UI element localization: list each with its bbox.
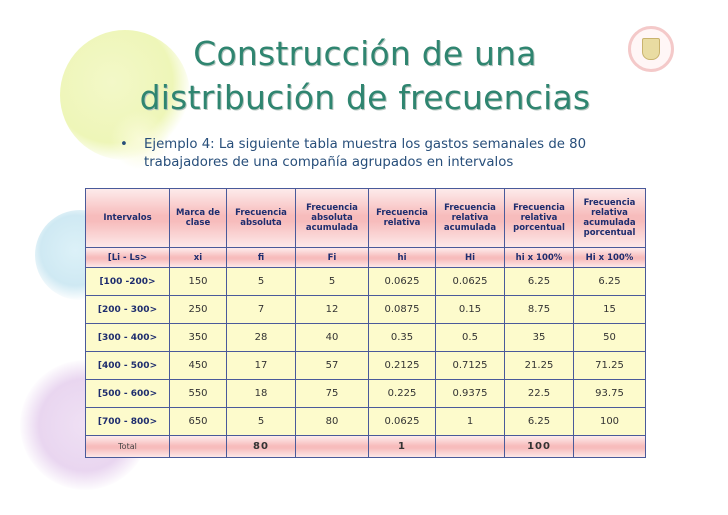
interval-cell: [700 - 800> [85, 407, 170, 436]
total-cell: 80 [226, 435, 296, 458]
header-cell: Frecuencia relativa [368, 188, 436, 248]
table-cell: 0.9375 [435, 379, 505, 408]
table-row: [100 -200> 150 5 5 0.0625 0.0625 6.25 6.… [85, 267, 646, 296]
table-cell: 0.0625 [435, 267, 505, 296]
total-label: Total [85, 435, 170, 458]
table-cell: 650 [169, 407, 227, 436]
interval-cell: [100 -200> [85, 267, 170, 296]
header-cell: Frecuencia relativa porcentual [504, 188, 574, 248]
table-cell: 0.225 [368, 379, 436, 408]
table-cell: 5 [295, 267, 369, 296]
symbol-cell: xi [169, 247, 227, 268]
table-cell: 6.25 [573, 267, 646, 296]
logo [628, 26, 674, 72]
table-cell: 40 [295, 323, 369, 352]
symbol-cell: hi [368, 247, 436, 268]
interval-cell: [300 - 400> [85, 323, 170, 352]
table-cell: 17 [226, 351, 296, 380]
table-cell: 1 [435, 407, 505, 436]
table-row: [400 - 500> 450 17 57 0.2125 0.7125 21.2… [85, 351, 646, 380]
symbol-cell: Hi [435, 247, 505, 268]
header-cell: Intervalos [85, 188, 170, 248]
header-cell: Frecuencia absoluta [226, 188, 296, 248]
symbol-cell: fi [226, 247, 296, 268]
table-cell: 35 [504, 323, 574, 352]
table-row: [300 - 400> 350 28 40 0.35 0.5 35 50 [85, 323, 646, 352]
table-row: [700 - 800> 650 5 80 0.0625 1 6.25 100 [85, 407, 646, 436]
table-cell: 550 [169, 379, 227, 408]
symbol-cell: Fi [295, 247, 369, 268]
table-cell: 0.0625 [368, 267, 436, 296]
header-row: Intervalos Marca de clase Frecuencia abs… [85, 188, 646, 248]
total-cell: 1 [368, 435, 436, 458]
frequency-table: Intervalos Marca de clase Frecuencia abs… [85, 188, 646, 458]
title-line-1: Construcción de una [193, 34, 537, 73]
header-cell: Frecuencia relativa acumulada porcentual [573, 188, 646, 248]
table-cell: 6.25 [504, 407, 574, 436]
table-cell: 21.25 [504, 351, 574, 380]
table-cell: 57 [295, 351, 369, 380]
table-cell: 250 [169, 295, 227, 324]
total-cell [295, 435, 369, 458]
total-cell [169, 435, 227, 458]
total-cell [435, 435, 505, 458]
bullet-marker: • [120, 137, 128, 152]
symbol-row: [Li - Ls> xi fi Fi hi Hi hi x 100% Hi x … [85, 247, 646, 268]
symbol-cell: [Li - Ls> [85, 247, 170, 268]
table-cell: 450 [169, 351, 227, 380]
table-cell: 18 [226, 379, 296, 408]
title-line-2: distribución de frecuencias [139, 78, 591, 117]
table-cell: 80 [295, 407, 369, 436]
total-cell: 100 [504, 435, 574, 458]
interval-cell: [500 - 600> [85, 379, 170, 408]
symbol-cell: Hi x 100% [573, 247, 646, 268]
table-cell: 50 [573, 323, 646, 352]
table-cell: 5 [226, 267, 296, 296]
table-cell: 100 [573, 407, 646, 436]
table-cell: 7 [226, 295, 296, 324]
table-cell: 350 [169, 323, 227, 352]
table-cell: 0.0875 [368, 295, 436, 324]
table-cell: 5 [226, 407, 296, 436]
table-row: [500 - 600> 550 18 75 0.225 0.9375 22.5 … [85, 379, 646, 408]
header-cell: Frecuencia absoluta acumulada [295, 188, 369, 248]
total-cell [573, 435, 646, 458]
interval-cell: [400 - 500> [85, 351, 170, 380]
table-cell: 0.2125 [368, 351, 436, 380]
header-cell: Marca de clase [169, 188, 227, 248]
bullet-text: Ejemplo 4: La siguiente tabla muestra lo… [144, 137, 587, 170]
shield-icon [642, 38, 660, 60]
table-cell: 12 [295, 295, 369, 324]
table-cell: 0.15 [435, 295, 505, 324]
slide-title: Construcción de una distribución de frec… [60, 32, 670, 120]
table-cell: 0.35 [368, 323, 436, 352]
table-cell: 0.7125 [435, 351, 505, 380]
symbol-cell: hi x 100% [504, 247, 574, 268]
table-cell: 75 [295, 379, 369, 408]
table-cell: 0.0625 [368, 407, 436, 436]
table-cell: 150 [169, 267, 227, 296]
interval-cell: [200 - 300> [85, 295, 170, 324]
table-cell: 28 [226, 323, 296, 352]
table-row: [200 - 300> 250 7 12 0.0875 0.15 8.75 15 [85, 295, 646, 324]
table-cell: 71.25 [573, 351, 646, 380]
total-row: Total 80 1 100 [85, 435, 646, 458]
header-cell: Frecuencia relativa acumulada [435, 188, 505, 248]
table-cell: 22.5 [504, 379, 574, 408]
table-cell: 0.5 [435, 323, 505, 352]
table-cell: 8.75 [504, 295, 574, 324]
table-cell: 6.25 [504, 267, 574, 296]
table-cell: 15 [573, 295, 646, 324]
bullet-item: • Ejemplo 4: La siguiente tabla muestra … [120, 136, 640, 172]
table-cell: 93.75 [573, 379, 646, 408]
